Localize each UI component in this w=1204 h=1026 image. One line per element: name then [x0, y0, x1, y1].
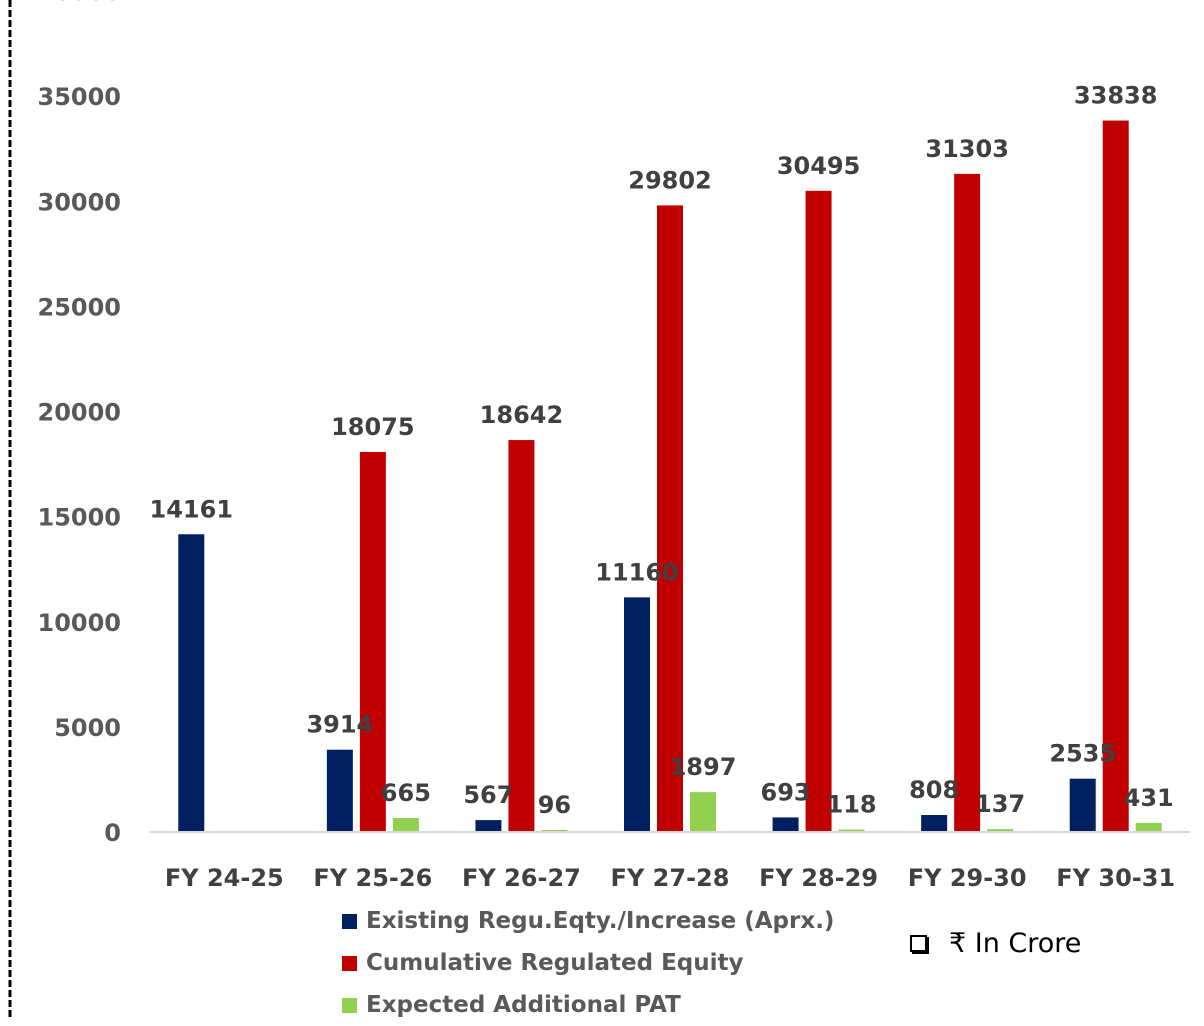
x-tick-label: FY 29-30 — [908, 864, 1027, 892]
data-label: 33838 — [1074, 82, 1158, 110]
legend: Existing Regu.Eqty./Increase (Aprx.) Cum… — [342, 900, 834, 1026]
data-label: 14161 — [150, 495, 234, 523]
x-tick-label: FY 25-26 — [313, 864, 432, 892]
data-label: 18075 — [331, 413, 415, 441]
bar-cumulative — [657, 205, 683, 832]
data-labels: 14161 3914 18075 665 567 18642 96 11160 29802 189… — [150, 82, 1174, 819]
legend-swatch-cumulative — [342, 955, 357, 971]
bar-existing — [772, 817, 799, 832]
x-tick-label: FY 26-27 — [462, 864, 581, 892]
legend-label-pat: Expected Additional PAT — [366, 992, 681, 1018]
data-label: 30495 — [777, 152, 861, 180]
legend-item-cumulative: Cumulative Regulated Equity — [342, 942, 834, 984]
y-tick-label: 15000 — [38, 504, 122, 532]
bar-existing — [326, 749, 353, 832]
data-label: 3914 — [306, 711, 373, 739]
data-label: 118 — [827, 791, 877, 819]
y-axis: 0 5000 10000 15000 20000 25000 30000 35000 40000 — [38, 0, 122, 847]
legend-label-cumulative: Cumulative Regulated Equity — [366, 950, 744, 976]
y-tick-label: 10000 — [38, 609, 122, 637]
data-label: 665 — [381, 779, 431, 807]
y-tick-label: 5000 — [54, 714, 121, 742]
unit-note: ₹ In Crore — [910, 928, 1081, 959]
data-label: 808 — [909, 776, 959, 804]
x-tick-label: FY 24-25 — [165, 864, 284, 892]
bar-pat — [690, 792, 716, 832]
bar-pat — [838, 829, 865, 832]
data-label: 11160 — [595, 558, 679, 586]
data-label: 1897 — [670, 753, 737, 781]
bar-pat — [1135, 822, 1162, 832]
data-label: 693 — [761, 778, 811, 806]
legend-swatch-pat — [342, 997, 357, 1013]
y-tick-label: 40000 — [38, 0, 122, 6]
y-tick-label: 25000 — [38, 293, 122, 321]
bar-existing — [1069, 778, 1096, 832]
y-tick-label: 0 — [104, 819, 121, 847]
bar-cumulative — [805, 190, 832, 832]
bar-cumulative — [359, 451, 386, 832]
y-tick-label: 35000 — [38, 83, 122, 111]
y-tick-label: 20000 — [38, 399, 122, 427]
data-label: 96 — [538, 791, 571, 819]
legend-item-existing: Existing Regu.Eqty./Increase (Aprx.) — [342, 900, 834, 942]
bar-cumulative — [954, 173, 981, 832]
bar-pat — [392, 818, 419, 832]
bar-existing — [178, 534, 205, 832]
data-label: 2535 — [1049, 740, 1116, 768]
x-tick-label: FY 30-31 — [1056, 864, 1175, 892]
y-tick-label: 30000 — [38, 188, 122, 216]
data-label: 18642 — [480, 401, 564, 429]
bar-existing — [475, 820, 502, 832]
bars — [178, 120, 1162, 833]
data-label: 137 — [975, 790, 1025, 818]
unit-note-text: ₹ In Crore — [949, 928, 1082, 959]
checkbox-icon — [910, 935, 927, 952]
bar-existing — [624, 597, 650, 832]
bar-pat — [987, 829, 1014, 832]
data-label: 31303 — [925, 135, 1009, 163]
legend-label-existing: Existing Regu.Eqty./Increase (Aprx.) — [366, 908, 835, 934]
x-tick-label: FY 28-29 — [759, 864, 878, 892]
data-label: 567 — [463, 781, 513, 809]
bar-pat — [541, 829, 568, 832]
bar-cumulative — [508, 440, 535, 832]
bar-cumulative — [1102, 120, 1129, 833]
x-axis: FY 24-25 FY 25-26 FY 26-27 FY 27-28 FY 28-29… — [165, 864, 1175, 892]
legend-swatch-existing — [342, 913, 357, 929]
x-tick-label: FY 27-28 — [611, 864, 730, 892]
legend-item-pat: Expected Additional PAT — [342, 984, 834, 1026]
bar-existing — [921, 815, 948, 832]
data-label: 431 — [1124, 784, 1174, 812]
data-label: 29802 — [628, 166, 712, 194]
